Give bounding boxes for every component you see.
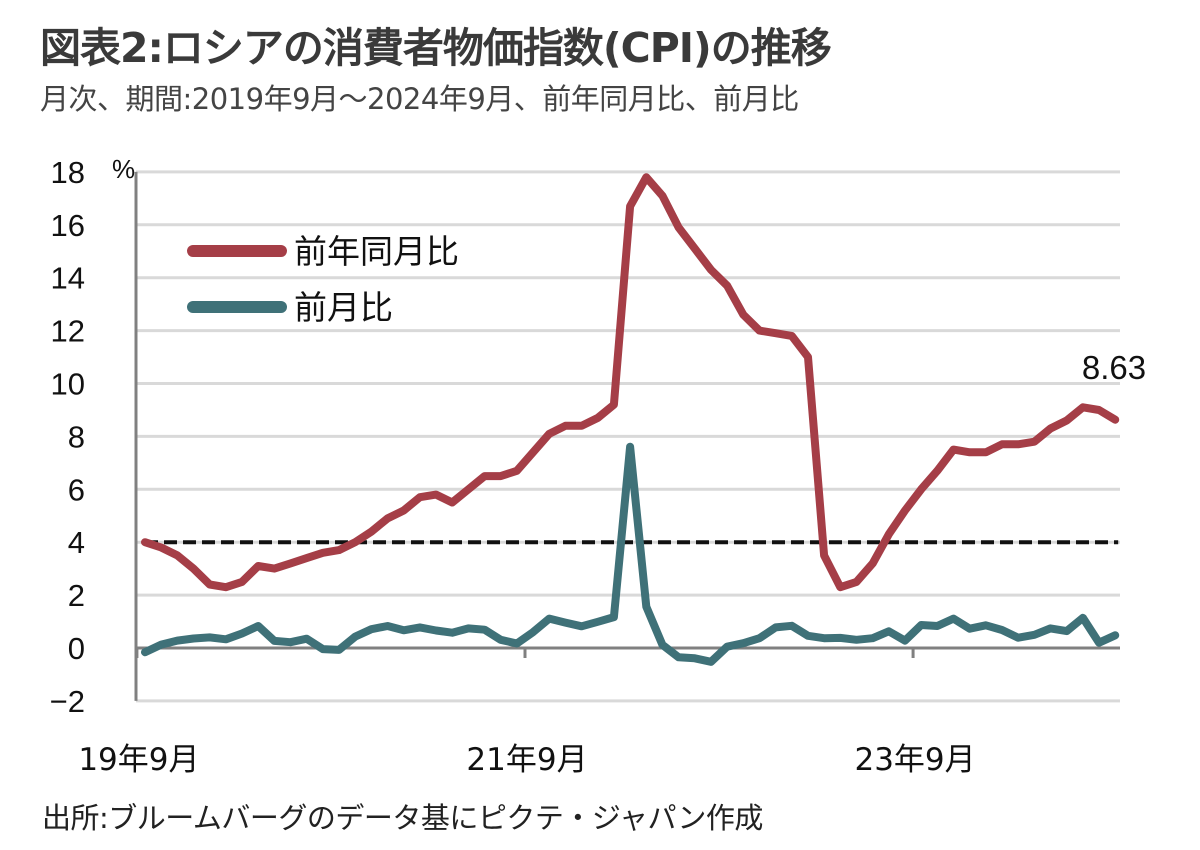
- chart-title: 図表2:ロシアの消費者物価指数(CPI)の推移: [40, 24, 832, 72]
- axes: [134, 171, 1120, 701]
- y-tick-label: 18: [51, 155, 85, 190]
- chart-subtitle: 月次、期間:2019年9月～2024年9月、前年同月比、前月比: [40, 82, 799, 116]
- legend-item-yoy: 前年同月比: [187, 232, 459, 271]
- y-axis-ticks: −2 0 2 4 6 8 10 12 14 16 18: [50, 155, 85, 719]
- source-note: 出所:ブルームバーグのデータ基にピクテ・ジャパン作成: [42, 801, 763, 835]
- x-tick-label: 23年9月: [854, 742, 975, 778]
- annotations: 8.63: [1082, 349, 1146, 386]
- x-tick-label: 21年9月: [466, 742, 587, 778]
- y-tick-label: 0: [68, 631, 85, 666]
- y-tick-label: 2: [68, 578, 85, 613]
- last-value-label: 8.63: [1082, 349, 1146, 386]
- y-axis-unit-label: %: [112, 154, 135, 184]
- y-tick-label: 14: [51, 261, 85, 296]
- series-lines: [141, 173, 1120, 666]
- legend-label: 前年同月比: [294, 232, 459, 271]
- series-line-mom: [141, 442, 1120, 666]
- y-tick-label: 10: [51, 367, 85, 402]
- y-tick-label: 6: [68, 472, 85, 507]
- y-tick-label: 16: [51, 208, 85, 243]
- y-tick-label: 12: [51, 314, 85, 349]
- y-tick-label: 4: [68, 525, 85, 560]
- legend-label: 前月比: [294, 288, 393, 327]
- y-tick-label: 8: [68, 419, 85, 454]
- legend-item-mom: 前月比: [187, 288, 393, 327]
- x-axis-ticks: 19年9月 21年9月 23年9月: [78, 648, 976, 778]
- x-tick-label: 19年9月: [78, 742, 199, 778]
- y-tick-label: −2: [50, 684, 85, 719]
